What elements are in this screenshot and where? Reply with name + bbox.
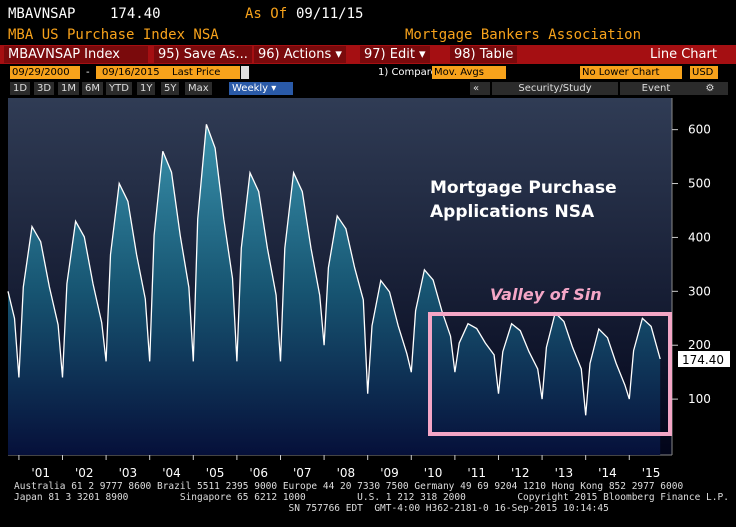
period-button[interactable]: 6M — [82, 82, 103, 95]
footer-line: Australia 61 2 9777 8600 Brazil 5511 239… — [14, 481, 684, 492]
y-tick-label: 400 — [688, 230, 711, 244]
period-button[interactable]: 1M — [58, 82, 79, 95]
date-dash: - — [86, 67, 90, 78]
chart-title: Applications NSA — [430, 202, 595, 222]
annotation-box — [428, 312, 672, 436]
x-tick-label: '02 — [75, 466, 94, 480]
x-tick-label: '07 — [293, 466, 312, 480]
frequency-button[interactable]: Weekly ▾ — [229, 82, 293, 95]
save-as-button[interactable]: 95) Save As... — [154, 46, 252, 63]
period-button[interactable]: YTD — [106, 82, 132, 95]
period-button[interactable]: 3D — [34, 82, 55, 95]
settings-button[interactable]: ⚙ — [692, 82, 728, 95]
price-line — [7, 124, 661, 416]
x-tick-label: '10 — [424, 466, 443, 480]
footer-line: SN 757766 EDT GMT-4:00 H362-2181-0 16-Se… — [14, 503, 609, 514]
x-tick-label: '03 — [119, 466, 138, 480]
lower-chart[interactable]: No Lower Chart — [580, 66, 682, 79]
x-tick-label: '15 — [642, 466, 661, 480]
y-tick-label: 500 — [688, 177, 711, 191]
view-label: Line Chart — [650, 47, 717, 62]
period-button[interactable]: 1Y — [137, 82, 156, 95]
as-of-date: 09/11/15 — [296, 6, 364, 22]
event-button[interactable]: Event — [620, 82, 692, 95]
annotation: Valley of Sin — [490, 285, 602, 304]
period-button[interactable]: 5Y — [161, 82, 180, 95]
collapse-button[interactable]: « — [470, 82, 490, 95]
compare-label: 1) Compare — [378, 67, 437, 78]
ticker: MBAVNSAP — [8, 6, 76, 22]
x-tick-label: '13 — [555, 466, 574, 480]
source: Mortgage Bankers Association — [405, 27, 642, 43]
chart-title: Mortgage Purchase — [430, 178, 617, 198]
last-value-label: 174.40 — [682, 353, 724, 367]
field-select[interactable]: Last Price — [170, 66, 240, 79]
x-tick-label: '01 — [31, 466, 50, 480]
period-button[interactable]: Max — [185, 82, 212, 95]
y-tick-label: 300 — [688, 284, 711, 298]
security-name: MBA US Purchase Index NSA — [8, 27, 219, 43]
x-tick-label: '11 — [467, 466, 486, 480]
currency[interactable]: USD — [690, 66, 718, 79]
end-date[interactable]: 09/16/2015 — [96, 66, 172, 79]
y-tick-label: 200 — [688, 338, 711, 352]
y-tick-label: 600 — [688, 123, 711, 137]
actions-button[interactable]: 96) Actions ▾ — [254, 46, 346, 63]
x-tick-label: '09 — [380, 466, 399, 480]
area-fill — [8, 124, 661, 456]
edit-button[interactable]: 97) Edit ▾ — [360, 46, 430, 63]
start-date[interactable]: 09/29/2000 — [10, 66, 80, 79]
field-dropdown[interactable] — [241, 66, 249, 79]
study-button[interactable]: Security/Study — [492, 82, 618, 95]
y-tick-label: 100 — [688, 392, 711, 406]
last-price: 174.40 — [110, 6, 161, 22]
footer-line: Japan 81 3 3201 8900 Singapore 65 6212 1… — [14, 492, 729, 503]
x-tick-label: '12 — [511, 466, 530, 480]
last-value-tag — [678, 351, 730, 368]
mov-avgs[interactable]: Mov. Avgs — [432, 66, 506, 79]
x-tick-label: '04 — [162, 466, 181, 480]
security-field[interactable]: MBAVNSAP Index — [4, 46, 148, 63]
chart: 100 200 300 400 500 600 '01 '02 '03 '04 '05 '06 '07 '… — [7, 98, 730, 480]
x-tick-label: '08 — [337, 466, 356, 480]
x-tick-label: '05 — [206, 466, 225, 480]
table-button[interactable]: 98) Table — [450, 46, 518, 63]
period-button[interactable]: 1D — [10, 82, 31, 95]
x-tick-label: '14 — [598, 466, 617, 480]
x-tick-label: '06 — [249, 466, 268, 480]
as-of-label: As Of — [245, 6, 288, 22]
